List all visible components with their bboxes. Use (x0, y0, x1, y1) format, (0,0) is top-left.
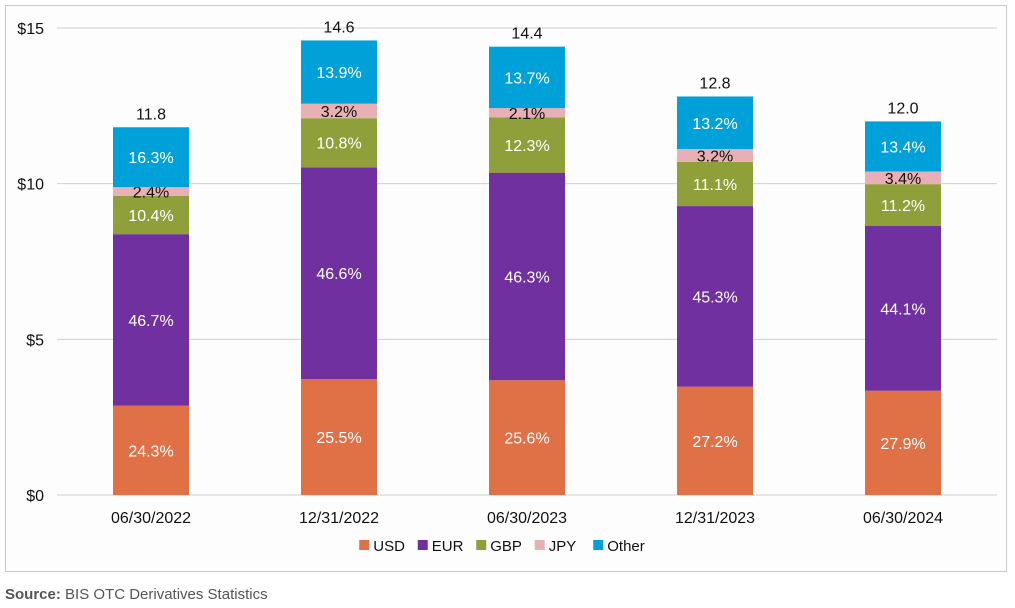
bar-segment-eur (489, 172, 565, 381)
total-label: 11.8 (136, 107, 166, 124)
data-label-jpy: 3.2% (321, 104, 357, 121)
legend-label-jpy: JPY (549, 538, 577, 555)
legend-swatch-usd (359, 540, 370, 550)
bar-segment-eur (113, 234, 189, 406)
data-label-gbp: 11.1% (693, 177, 737, 194)
data-label-gbp: 10.8% (316, 136, 361, 153)
data-label-other: 16.3% (128, 150, 173, 167)
bar-segment-usd (301, 379, 377, 495)
bar-segment-gbp (865, 184, 941, 227)
y-tick-label: $5 (26, 332, 44, 349)
bar-segment-jpy (865, 171, 941, 185)
data-label-usd: 27.9% (880, 436, 925, 453)
legend-label-gbp: GBP (490, 538, 522, 555)
bar-segment-usd (113, 405, 189, 495)
total-label: 12.8 (699, 75, 730, 92)
bar-segment-jpy (489, 108, 565, 118)
data-label-other: 13.2% (692, 116, 737, 133)
bar-segment-usd (677, 386, 753, 495)
data-label-usd: 27.2% (692, 434, 737, 451)
data-label-eur: 46.7% (128, 313, 173, 330)
bar-segment-jpy (113, 187, 189, 196)
bar-segment-other (677, 96, 753, 150)
legend-swatch-jpy (534, 540, 545, 550)
bar-segment-gbp (113, 195, 189, 235)
legend-label-usd: USD (373, 538, 405, 555)
bar-segment-other (113, 127, 189, 188)
data-label-eur: 46.6% (316, 266, 361, 283)
y-tick-label: $0 (26, 488, 44, 505)
total-label: 14.6 (323, 19, 354, 36)
x-tick-label: 12/31/2022 (299, 510, 379, 527)
data-label-eur: 45.3% (692, 289, 737, 306)
legend-swatch-gbp (476, 540, 487, 550)
data-label-gbp: 12.3% (504, 138, 549, 155)
y-tick-label: $15 (17, 21, 44, 38)
legend-swatch-eur (417, 540, 428, 550)
x-tick-label: 06/30/2022 (111, 510, 191, 527)
bar-segment-jpy (677, 149, 753, 162)
bar-segment-eur (301, 167, 377, 380)
data-label-jpy: 3.4% (885, 171, 921, 188)
legend-label-eur: EUR (432, 538, 464, 555)
data-label-usd: 25.5% (316, 430, 361, 447)
bar-segment-jpy (301, 103, 377, 119)
bar-segment-usd (865, 390, 941, 495)
stacked-bar-chart: $0 $5 $10 $15 24.3% 46.7% 10.4% 2.4% 16.3% 11.8 06… (17, 19, 997, 555)
data-label-gbp: 11.2% (881, 198, 925, 215)
total-label: 12.0 (887, 100, 918, 117)
data-label-jpy: 2.4% (133, 185, 169, 202)
bar-segment-gbp (489, 117, 565, 173)
data-label-gbp: 10.4% (128, 208, 173, 225)
x-tick-label: 06/30/2023 (487, 510, 567, 527)
bar-segment-other (301, 40, 377, 104)
legend-label-other: Other (607, 538, 645, 555)
bar-segment-gbp (301, 118, 377, 168)
data-label-jpy: 2.1% (509, 106, 545, 123)
bar-segment-other (489, 46, 565, 109)
data-label-other: 13.4% (880, 139, 925, 156)
data-label-other: 13.9% (316, 65, 361, 82)
data-label-other: 13.7% (504, 70, 549, 87)
bar-segment-other (865, 121, 941, 172)
data-label-eur: 46.3% (504, 269, 549, 286)
bar-segment-gbp (677, 161, 753, 207)
x-tick-label: 12/31/2023 (675, 510, 755, 527)
data-label-eur: 44.1% (880, 301, 925, 318)
total-label: 14.4 (511, 26, 542, 43)
data-label-jpy: 3.2% (697, 148, 733, 165)
source-label: Source: (5, 586, 61, 603)
bar-segment-usd (489, 380, 565, 495)
source-note: Source: BIS OTC Derivatives Statistics (5, 586, 268, 603)
data-label-usd: 24.3% (128, 443, 173, 460)
bar-segment-eur (677, 206, 753, 387)
y-tick-label: $10 (17, 177, 44, 194)
legend-swatch-other (593, 540, 604, 550)
bar-segment-eur (865, 226, 941, 391)
x-tick-label: 06/30/2024 (863, 510, 943, 527)
source-text: BIS OTC Derivatives Statistics (60, 586, 268, 603)
data-label-usd: 25.6% (504, 431, 549, 448)
